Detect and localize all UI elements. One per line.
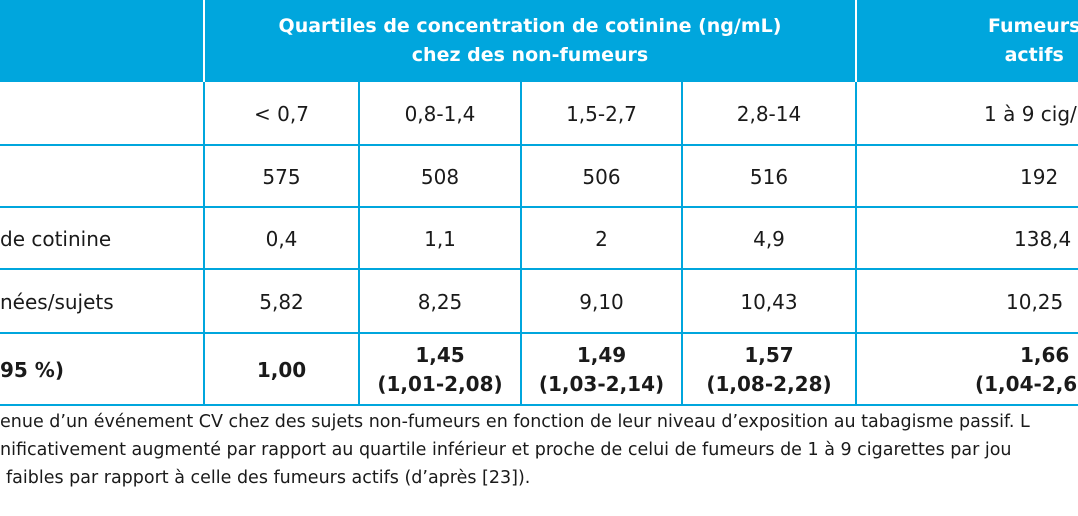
ci-value: (1,01-2,08) [377, 372, 503, 396]
table-cell: 0,8-1,4 [404, 102, 476, 126]
ci-value: (1,03-2,14) [538, 372, 665, 396]
table-cell: 8,25 [417, 290, 463, 314]
smokers-header-line2: actifs [1004, 44, 1064, 66]
column-divider [203, 82, 205, 406]
smokers-header-line1: Fumeurs [988, 15, 1078, 37]
header-divider-right [855, 0, 857, 82]
table-cell: 1 à 9 cig/ [984, 102, 1077, 126]
caption-line: nificativement augmenté par rapport au q… [0, 440, 1012, 460]
hr-value: 1,57 [744, 343, 794, 367]
row-label: nées/sujets [0, 290, 114, 314]
table-cell: 2,8-14 [736, 102, 802, 126]
row-divider [0, 206, 1078, 208]
table-cell: < 0,7 [254, 102, 309, 126]
nonsmoker-header-line2: chez des non-fumeurs [411, 44, 649, 66]
table-header-row: Quartiles de concentration de cotinine (… [0, 0, 1078, 82]
table-cell: 192 [1020, 165, 1059, 189]
hr-value: 1,66 [1020, 343, 1070, 367]
table-caption: enue d’un événement CV chez des sujets n… [0, 408, 1078, 492]
table-cell: 506 [582, 165, 621, 189]
column-divider [855, 82, 857, 406]
row-divider [0, 268, 1078, 270]
ci-value: (1,08-2,28) [706, 372, 832, 396]
table-row: 575 508 506 516 192 [0, 146, 1078, 208]
table-cell: 516 [749, 165, 789, 189]
column-divider [358, 82, 360, 406]
row-label [0, 82, 203, 146]
table-cell: 138,4 [1014, 227, 1072, 251]
hr-value: 1,49 [576, 343, 627, 367]
active-smokers-header: Fumeurs actifs [857, 0, 1078, 82]
caption-line: enue d’un événement CV chez des sujets n… [0, 412, 1030, 432]
table-cell: 0,4 [265, 227, 298, 251]
caption-line: faibles par rapport à celle des fumeurs … [6, 468, 531, 488]
hr-value: 1,45 [415, 343, 465, 367]
table-cell: 9,10 [579, 290, 624, 314]
table-cell: 5,82 [259, 290, 304, 314]
table-cell: 4,9 [753, 227, 785, 251]
table-cell: 1,5-2,7 [566, 102, 637, 126]
table-row: de cotinine 0,4 1,1 2 4,9 138,4 [0, 208, 1078, 270]
table-cell: 10,25 [1006, 290, 1064, 314]
table-bottom-rule [0, 404, 1078, 406]
column-divider [520, 82, 522, 406]
row-divider [0, 332, 1078, 334]
table-cell: 1,57 (1,08-2,28) [683, 334, 855, 406]
table-cell: 1,45 (1,01-2,08) [360, 334, 520, 406]
table-cell: 575 [262, 165, 301, 189]
table-cell: 10,43 [740, 290, 798, 314]
table-cell: 1,66 (1,04-2,6 [857, 334, 1078, 406]
table-row: 95 %) 1,00 1,45 (1,01-2,08) 1,49 (1,03-2… [0, 334, 1078, 406]
nonsmoker-quartiles-header: Quartiles de concentration de cotinine (… [205, 0, 855, 82]
row-label: de cotinine [0, 227, 112, 251]
table-cell: 1,00 [256, 358, 307, 382]
table-cell: 2 [595, 227, 608, 251]
row-divider [0, 144, 1078, 146]
table-row: nées/sujets 5,82 8,25 9,10 10,43 10,25 [0, 270, 1078, 334]
column-divider [681, 82, 683, 406]
table-row: < 0,7 0,8-1,4 1,5-2,7 2,8-14 1 à 9 cig/ [0, 82, 1078, 146]
nonsmoker-header-line1: Quartiles de concentration de cotinine (… [278, 15, 782, 37]
table-cell: 508 [420, 165, 460, 189]
header-divider-left [203, 0, 205, 82]
row-label: 95 %) [0, 358, 64, 382]
table-cell: 1,1 [424, 227, 456, 251]
table-cell: 1,49 (1,03-2,14) [522, 334, 681, 406]
ci-value: (1,04-2,6 [975, 372, 1078, 396]
row-label [0, 146, 203, 208]
